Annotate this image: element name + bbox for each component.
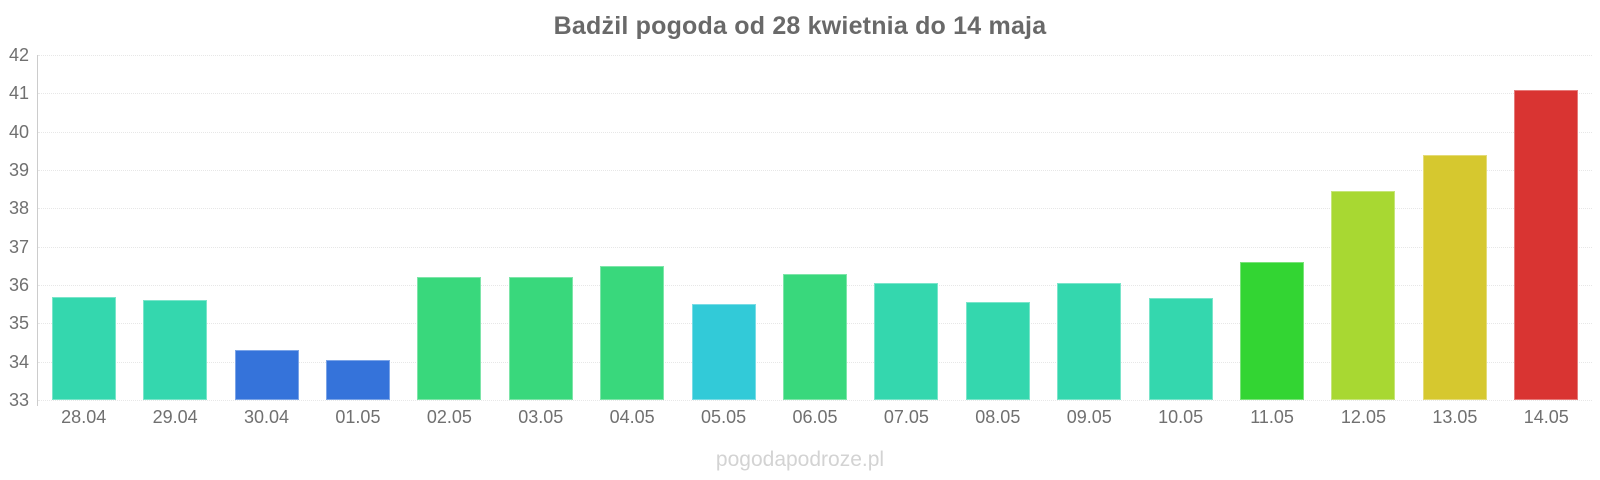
x-axis-label: 14.05	[1523, 407, 1569, 427]
x-axis-label: 29.04	[152, 407, 198, 427]
x-axis-label: 02.05	[426, 407, 472, 427]
x-axis-label: 05.05	[701, 407, 747, 427]
x-axis-label: 28.04	[61, 407, 107, 427]
y-axis-tick-label: 40	[8, 121, 29, 142]
gridline	[38, 400, 1592, 401]
bar[interactable]	[783, 273, 847, 400]
plot-area: 33 34 35 36 37 38 39 40 41 42 28.04 29.04 30.04 01.0…	[9, 46, 1592, 426]
bar[interactable]	[1422, 154, 1487, 400]
x-axis-label: 12.05	[1340, 407, 1386, 427]
x-axis-label: 09.05	[1066, 407, 1112, 427]
bar[interactable]	[234, 350, 299, 400]
bar[interactable]	[51, 296, 116, 400]
bar[interactable]	[1240, 262, 1305, 400]
y-axis-line	[37, 55, 38, 406]
y-axis-tick-label: 39	[8, 160, 29, 180]
gridline	[38, 246, 1592, 248]
y-axis-tick-label: 35	[8, 313, 29, 334]
gridline	[38, 55, 1592, 56]
x-axis-label: 06.05	[792, 407, 838, 427]
gridline	[38, 208, 1592, 210]
x-axis-label: 04.05	[609, 407, 655, 427]
bar[interactable]	[965, 302, 1030, 400]
bar[interactable]	[600, 265, 665, 400]
gridline	[38, 93, 1592, 95]
y-axis-tick-label: 36	[8, 275, 29, 295]
bar[interactable]	[325, 359, 390, 400]
y-axis-tick-label: 41	[8, 83, 29, 104]
y-axis-tick-label: 38	[8, 198, 29, 219]
x-axis-label: 30.04	[243, 407, 290, 427]
chart-title: Badżil pogoda od 28 kwietnia do 14 maja	[553, 12, 1047, 40]
bar[interactable]	[691, 304, 756, 400]
bar[interactable]	[874, 283, 939, 400]
gridline	[38, 170, 1592, 171]
y-axis-tick-label: 34	[8, 351, 29, 372]
bar[interactable]	[1331, 191, 1396, 400]
x-axis-label: 11.05	[1250, 407, 1294, 427]
x-axis-label: 01.05	[335, 407, 381, 427]
x-axis-label: 10.05	[1158, 407, 1204, 427]
y-axis-tick-label: 37	[8, 236, 29, 257]
gridline	[38, 131, 1592, 133]
watermark: pogodapodroze.pl	[715, 448, 885, 471]
x-axis-label: 08.05	[975, 407, 1021, 427]
x-axis-label: 03.05	[518, 407, 564, 427]
bar[interactable]	[417, 277, 482, 400]
x-axis-label: 13.05	[1432, 407, 1478, 427]
bar[interactable]	[143, 300, 208, 400]
x-axis-label: 07.05	[883, 407, 929, 427]
y-axis-tick-label: 42	[8, 45, 29, 65]
bar[interactable]	[508, 277, 573, 400]
bar[interactable]	[1514, 89, 1579, 400]
bar[interactable]	[1057, 283, 1122, 400]
bar[interactable]	[1148, 298, 1213, 400]
y-axis-tick-label: 33	[8, 390, 29, 410]
